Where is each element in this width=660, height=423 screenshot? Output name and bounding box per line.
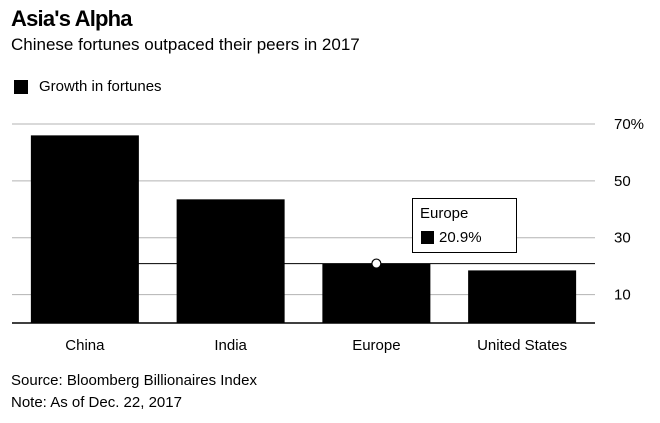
chart-title: Asia's Alpha	[11, 6, 133, 31]
source-note: Source: Bloomberg Billionaires Index	[11, 372, 257, 389]
chart-subtitle: Chinese fortunes outpaced their peers in…	[11, 35, 360, 54]
y-tick-label: 70%	[614, 116, 644, 133]
bar-india	[176, 199, 285, 323]
tooltip-category: Europe	[420, 205, 469, 222]
y-tick-label: 30	[614, 230, 631, 247]
x-tick-label: China	[65, 337, 105, 354]
hover-marker	[371, 258, 382, 269]
bar-china	[30, 135, 139, 323]
legend: Growth in fortunes	[14, 78, 162, 95]
legend-swatch	[14, 79, 28, 94]
date-note: Note: As of Dec. 22, 2017	[11, 394, 182, 411]
y-tick-label: 50	[614, 173, 631, 190]
bar-europe	[322, 263, 431, 323]
bar-united-states	[468, 270, 577, 323]
hover-tooltip: Europe 20.9%	[412, 198, 517, 253]
x-tick-label: United States	[477, 337, 567, 354]
tooltip-value-row: 20.9%	[421, 229, 482, 246]
y-tick-label: 10	[614, 287, 631, 304]
x-tick-label: Europe	[352, 337, 400, 354]
tooltip-swatch	[421, 231, 434, 244]
x-tick-label: India	[214, 337, 247, 354]
tooltip-value: 20.9%	[439, 229, 482, 246]
legend-label: Growth in fortunes	[39, 78, 162, 95]
